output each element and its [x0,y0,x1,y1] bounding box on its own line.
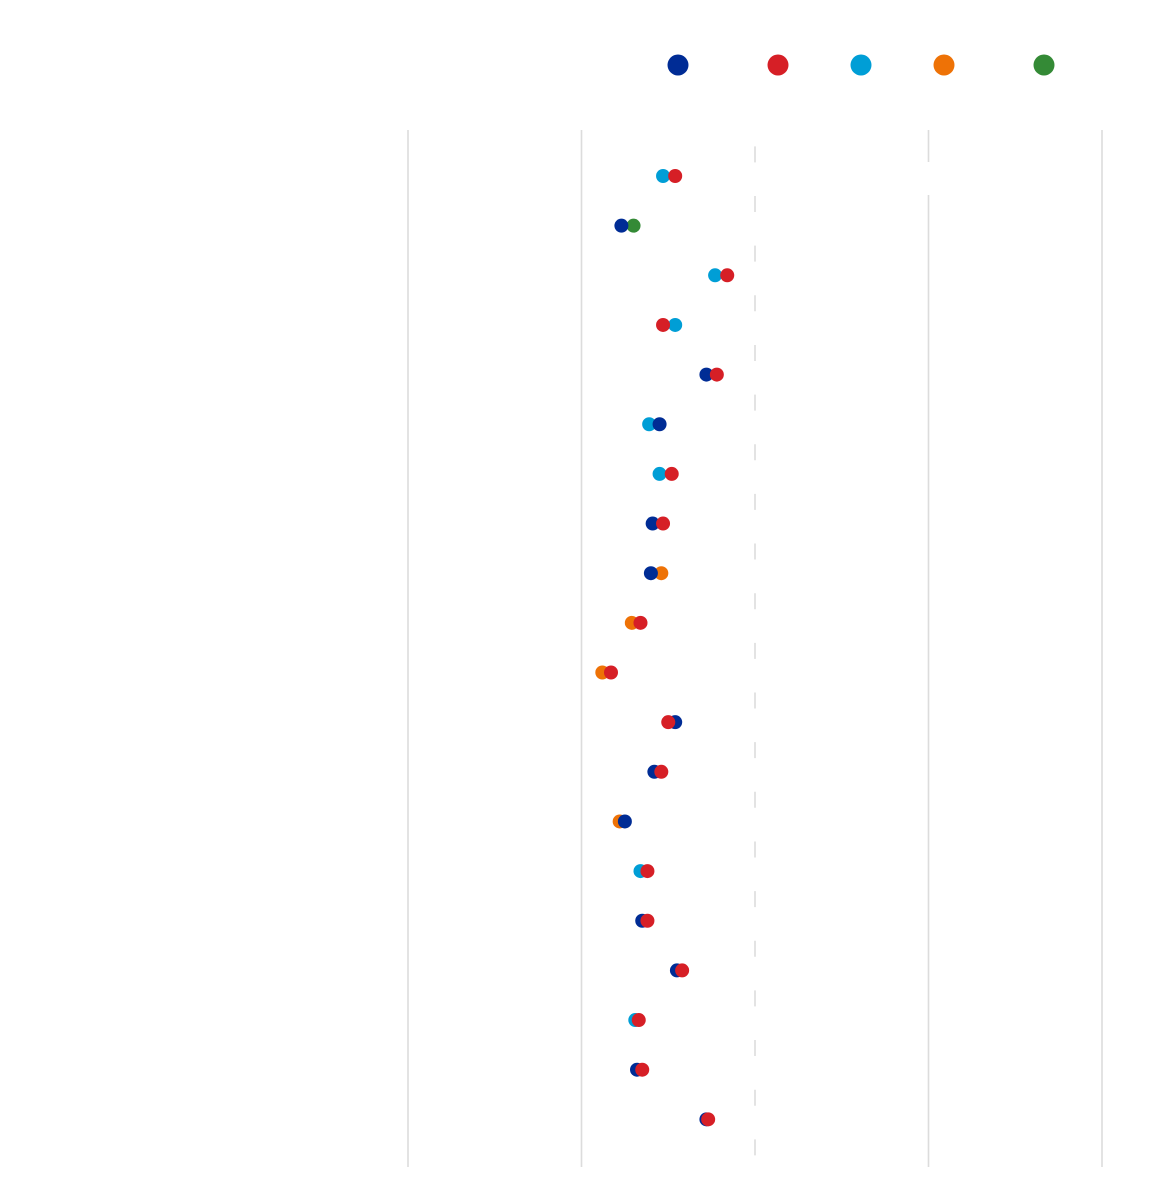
data-point-s4-r9 [654,566,669,581]
data-point-s2-r11 [603,665,618,680]
legend-swatch-1 [667,54,689,76]
data-point-s3-r7 [652,466,667,481]
data-point-s2-r20 [701,1112,716,1127]
data-point-s2-r17 [675,963,690,978]
data-point-s2-r16 [640,913,655,928]
data-point-s2-r7 [664,466,679,481]
data-point-s2-r13 [654,764,669,779]
data-point-s3-r4 [668,317,683,332]
gridline-gap [926,162,931,195]
data-point-s1-r14 [617,814,632,829]
data-point-s2-r15 [640,864,655,879]
data-point-s1-r2 [614,218,629,233]
data-point-s2-r10 [633,615,648,630]
legend-swatch-4 [933,54,955,76]
data-point-s1-r5 [699,367,714,382]
data-point-s3-r3 [708,268,723,283]
data-point-s2-r4 [656,317,671,332]
legend [667,54,1055,76]
data-point-s2-r18 [631,1013,646,1028]
data-point-s2-r19 [635,1062,650,1077]
data-point-s3-r1 [656,169,671,183]
data-point-s2-r12 [661,715,676,730]
data-point-s2-r3 [720,268,735,283]
data-point-s1-r9 [643,566,658,581]
data-points [595,169,735,1127]
data-point-s1-r6 [652,417,667,432]
data-point-s5-r2 [626,218,641,233]
data-point-s2-r8 [656,516,671,531]
legend-swatch-2 [767,54,789,76]
data-point-s3-r6 [642,417,657,432]
gridlines [407,130,1103,1167]
legend-swatch-3 [850,54,872,76]
data-point-s2-r5 [709,367,724,382]
legend-swatch-5 [1033,54,1055,76]
data-point-s1-r8 [645,516,660,531]
data-point-s2-r1 [668,169,683,183]
